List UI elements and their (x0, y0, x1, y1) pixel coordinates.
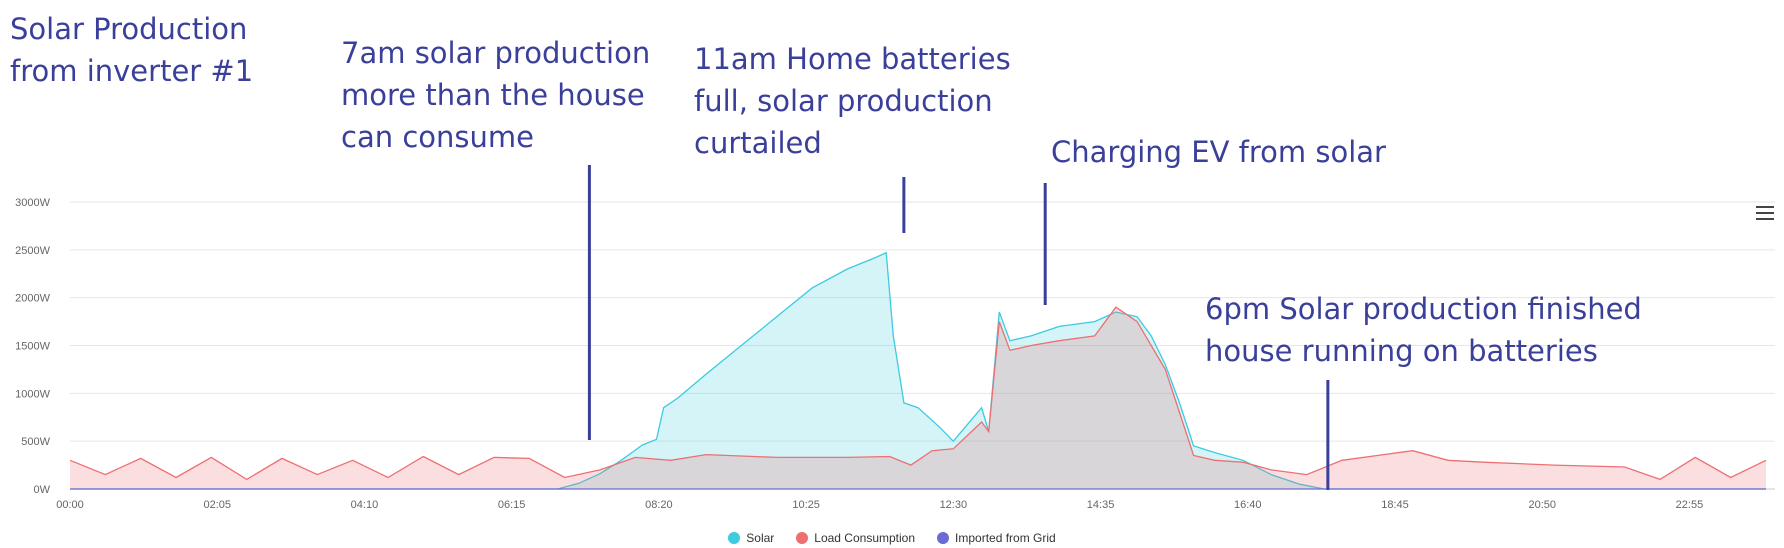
series-load-line (69, 306, 1767, 481)
legend-label-grid: Imported from Grid (955, 531, 1056, 545)
y-axis-labels: 0W 500W 1000W 1500W 2000W 2500W 3000W (15, 197, 50, 496)
annotation-6pm: 6pm Solar production finished house runn… (1205, 292, 1642, 368)
menu-line (1756, 218, 1774, 220)
annotation-markers (587, 165, 1330, 490)
x-tick-label: 04:10 (351, 499, 379, 511)
menu-line (1756, 206, 1774, 208)
legend-label-solar: Solar (746, 531, 775, 545)
x-tick-label: 10:25 (792, 499, 820, 511)
legend-dot-solar (728, 532, 741, 544)
y-tick-label: 1500W (15, 341, 50, 353)
x-tick-label: 02:05 (203, 499, 231, 511)
x-tick-label: 08:20 (645, 499, 673, 511)
x-tick-label: 12:30 (940, 499, 968, 511)
legend-dot-load (796, 532, 809, 544)
y-tick-label: 1000W (15, 388, 50, 400)
annotation-11am: 11am Home batteries full, solar producti… (694, 42, 1011, 160)
x-tick-label: 00:00 (56, 499, 84, 511)
legend-label-load: Load Consumption (814, 531, 916, 545)
y-tick-label: 3000W (15, 197, 50, 209)
x-tick-label: 22:55 (1676, 499, 1704, 511)
y-tick-label: 0W (34, 484, 51, 496)
legend-item-load[interactable]: Load Consumption (796, 528, 915, 548)
y-tick-label: 2500W (15, 245, 50, 257)
chart-menu-button[interactable] (1756, 206, 1774, 220)
legend-dot-grid (937, 532, 950, 544)
x-tick-label: 16:40 (1234, 499, 1262, 511)
legend-item-grid[interactable]: Imported from Grid (937, 528, 1056, 548)
series-load-area (70, 307, 1766, 489)
grid-lines (70, 201, 1775, 490)
menu-line (1756, 212, 1774, 214)
x-tick-label: 18:45 (1381, 499, 1409, 511)
legend: Solar Load Consumption Imported from Gri… (0, 528, 1784, 548)
annotation-ev: Charging EV from solar (1051, 135, 1386, 169)
annotation-7am: 7am solar production more than the house… (341, 36, 651, 154)
chart-area: 0W 500W 1000W 1500W 2000W 2500W 3000W 00:00 02:… (15, 165, 1775, 511)
y-tick-label: 2000W (15, 293, 50, 305)
series-solar-area (70, 252, 1766, 489)
legend-item-solar[interactable]: Solar (728, 528, 774, 548)
series-solar-line (70, 251, 1766, 490)
annotation-title: Solar Production from inverter #1 (10, 12, 254, 88)
series-areas (69, 251, 1767, 490)
x-tick-label: 20:50 (1528, 499, 1556, 511)
x-axis-labels: 00:00 02:05 04:10 06:15 08:20 10:25 12:30 14:35… (56, 499, 1703, 511)
x-tick-label: 06:15 (498, 499, 526, 511)
x-tick-label: 14:35 (1087, 499, 1115, 511)
y-tick-label: 500W (21, 436, 50, 448)
